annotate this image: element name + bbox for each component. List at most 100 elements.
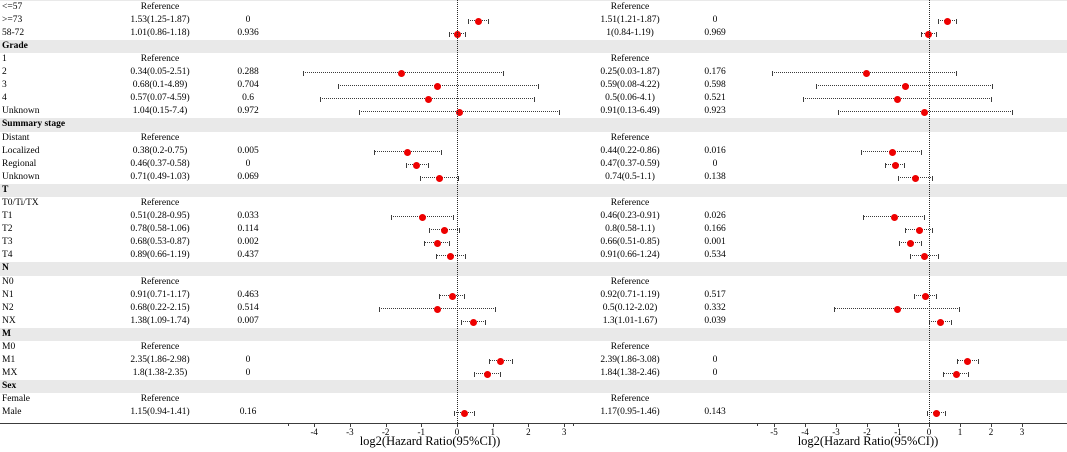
p-value: 0.039 [704, 315, 726, 326]
table-row: Localized 0.38(0.2-0.75) 0.005 0.44(0.22-0.… [0, 145, 1067, 158]
reference-line-plot2 [928, 0, 930, 423]
hr-ci-value: 0.34(0.05-2.51) [130, 67, 190, 78]
hr-ci-value: Reference [140, 54, 180, 64]
x-tick [991, 423, 992, 427]
p-value: 0.016 [704, 145, 726, 156]
row-label: T1 [2, 211, 13, 222]
hr-ci-value: Reference [610, 132, 650, 143]
p-value: 0.001 [704, 237, 726, 248]
ci-whisker [926, 410, 946, 418]
ci-upper-cap [955, 18, 957, 24]
point-estimate-marker [475, 17, 483, 25]
ci-whisker [772, 70, 957, 78]
ci-lower-cap [913, 293, 915, 299]
hr-ci-value: 1.15(0.94-1.41) [130, 407, 190, 418]
table-row: N2 0.68(0.22-2.15) 0.514 0.5(0.12-2.02) 0.33… [0, 302, 1067, 315]
ci-lower-cap [379, 306, 381, 312]
ci-lower-cap [863, 215, 865, 221]
row-label: Regional [2, 158, 37, 169]
point-estimate-marker [460, 410, 468, 418]
hr-ci-value: 0.44(0.22-0.86) [600, 145, 660, 156]
row-label: Unknown [2, 171, 40, 182]
ci-lower-cap [428, 228, 430, 234]
section-header-label: M [2, 328, 11, 339]
x-tick [898, 423, 899, 427]
ci-whisker [884, 161, 906, 169]
x-tick-label: 2 [526, 427, 531, 437]
p-value: 0 [712, 355, 718, 366]
section-header-row: Age [0, 0, 1067, 1]
p-value: 0.138 [704, 171, 726, 182]
ci-whisker [913, 292, 937, 300]
x-tick-label: 3 [1019, 427, 1025, 437]
x-tick [774, 423, 775, 427]
hr-ci-value: 0.68(0.22-2.15) [130, 302, 190, 313]
p-value: 0.026 [704, 211, 726, 222]
x-tick [457, 423, 458, 427]
row-label: MX [2, 368, 18, 379]
point-estimate-marker [915, 227, 923, 235]
p-value: 0.598 [704, 80, 726, 91]
ci-whisker [439, 292, 466, 300]
ci-upper-cap [959, 306, 961, 312]
ci-upper-cap [968, 372, 970, 378]
ci-lower-cap [898, 241, 900, 247]
point-estimate-marker [448, 292, 456, 300]
hr-ci-value: Reference [610, 276, 650, 287]
ci-upper-cap [944, 411, 946, 417]
table-row: N0 Reference Reference [0, 276, 1067, 289]
table-row: T2 0.78(0.58-1.06) 0.114 0.8(0.58-1.1) 0.166 [0, 223, 1067, 236]
p-value: 0.288 [237, 67, 259, 78]
table-row: Distant Reference Reference [0, 132, 1067, 145]
ci-upper-cap [427, 162, 429, 168]
ci-upper-cap [955, 71, 957, 77]
row-label: 3 [2, 80, 7, 91]
section-header-row: Grade [0, 39, 1067, 53]
section-header-row: T [0, 183, 1067, 197]
point-estimate-marker [863, 70, 871, 78]
hr-ci-value: 0.57(0.07-4.59) [130, 93, 190, 104]
table-row: N1 0.91(0.71-1.17) 0.463 0.92(0.71-1.19) 0.5… [0, 289, 1067, 302]
ci-lower-cap [772, 71, 774, 77]
p-value: 0.972 [237, 106, 259, 117]
point-estimate-marker [890, 214, 898, 222]
point-estimate-marker [403, 148, 411, 156]
row-label: <=57 [2, 1, 23, 12]
hr-ci-value: 0.74(0.5-1.1) [605, 171, 655, 182]
axis-end-tick [573, 423, 574, 426]
ci-lower-cap [359, 110, 361, 116]
ci-upper-cap [935, 31, 937, 37]
p-value: 0.069 [237, 171, 259, 182]
ci-upper-cap [512, 359, 514, 365]
hr-ci-value: 1.84(1.38-2.46) [600, 368, 660, 379]
hr-ci-value: 1(0.84-1.19) [606, 27, 654, 38]
table-row: Female Reference Reference [0, 393, 1067, 406]
point-estimate-marker [937, 318, 945, 326]
p-value: 0.936 [237, 27, 259, 38]
ci-whisker [338, 83, 539, 91]
hr-ci-value: 0.25(0.03-1.87) [600, 67, 660, 78]
p-value: 0.166 [704, 224, 726, 235]
hr-ci-value: Reference [610, 54, 650, 64]
x-tick-label: -1 [417, 427, 426, 437]
row-label: 2 [2, 67, 7, 78]
ci-lower-cap [338, 84, 340, 90]
hr-ci-value: 1.53(1.25-1.87) [130, 14, 190, 25]
row-label: N2 [2, 302, 14, 313]
table-row: T3 0.68(0.53-0.87) 0.002 0.66(0.51-0.85) 0.0… [0, 236, 1067, 249]
ci-upper-cap [904, 162, 906, 168]
section-header-label: Summary stage [2, 119, 66, 130]
hr-ci-value: 0.91(0.71-1.17) [130, 289, 190, 300]
point-estimate-marker [912, 174, 920, 182]
ci-lower-cap [884, 162, 886, 168]
reference-line-plot1 [456, 0, 458, 423]
ci-upper-cap [503, 71, 505, 77]
x-tick [867, 423, 868, 427]
table-row: 1 Reference Reference [0, 53, 1067, 66]
ci-upper-cap [932, 228, 934, 234]
p-value: 0.534 [704, 250, 726, 261]
p-value: 0.704 [237, 80, 259, 91]
axis-end-tick [757, 423, 758, 426]
ci-upper-cap [464, 31, 466, 37]
